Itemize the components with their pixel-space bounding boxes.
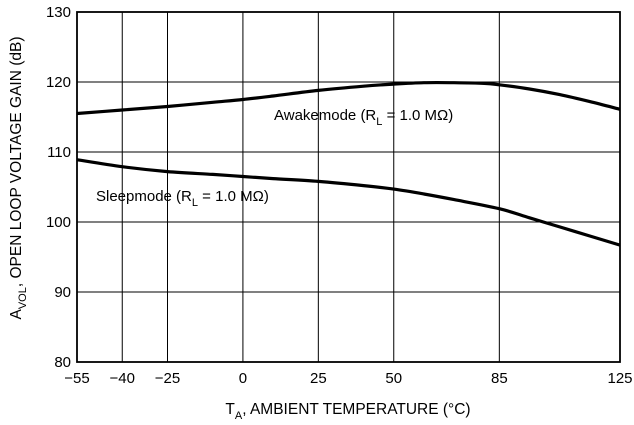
x-tick-label: 125: [607, 370, 632, 387]
y-tick-label: 130: [46, 4, 71, 21]
y-tick-label: 80: [54, 354, 71, 371]
y-tick-label: 120: [46, 74, 71, 91]
ticks: −55 −40 −25 0 25 50 85 125 80 90 100 110 120 130: [46, 4, 633, 387]
y-tick-label: 110: [47, 144, 71, 161]
y-axis-title: AVOL, OPEN LOOP VOLTAGE GAIN (dB): [8, 36, 29, 319]
grid: [77, 12, 620, 362]
x-tick-label: −25: [155, 370, 180, 387]
x-tick-label: 25: [310, 370, 327, 387]
series-label-sleepmode: Sleepmode (RL = 1.0 MΩ): [96, 188, 269, 209]
y-tick-label: 100: [46, 214, 71, 231]
plot-frame: [76, 11, 621, 363]
x-tick-label: −55: [64, 370, 89, 387]
x-tick-label: 85: [491, 370, 508, 387]
x-tick-label: 0: [239, 370, 247, 387]
x-tick-label: −40: [110, 370, 135, 387]
series-line-sleepmode: [76, 158, 621, 247]
y-tick-label: 90: [54, 284, 71, 301]
series-line-awakemode: [76, 80, 621, 116]
series-lines: [76, 80, 621, 247]
x-axis-title: TA, AMBIENT TEMPERATURE (°C): [225, 401, 470, 422]
x-tick-label: 50: [385, 370, 402, 387]
series-label-awakemode: Awakemode (RL = 1.0 MΩ): [274, 107, 453, 128]
